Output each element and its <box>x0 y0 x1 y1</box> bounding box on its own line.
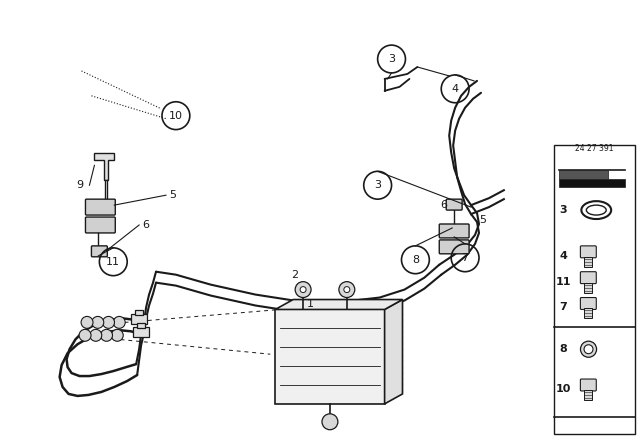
Text: 3: 3 <box>559 205 567 215</box>
Bar <box>584 257 592 267</box>
Text: 10: 10 <box>556 384 571 394</box>
Circle shape <box>584 345 593 353</box>
Bar <box>554 146 635 434</box>
Text: 4: 4 <box>452 84 459 94</box>
Circle shape <box>580 341 596 357</box>
Text: 6: 6 <box>143 220 150 230</box>
Polygon shape <box>559 170 608 179</box>
Bar <box>584 390 592 400</box>
FancyBboxPatch shape <box>439 224 469 238</box>
Circle shape <box>100 329 113 341</box>
Circle shape <box>111 329 124 341</box>
Text: 9: 9 <box>76 180 83 190</box>
Text: 10: 10 <box>169 111 183 121</box>
Polygon shape <box>385 300 403 404</box>
Polygon shape <box>95 154 115 180</box>
Text: 2: 2 <box>292 270 299 280</box>
Bar <box>135 310 143 315</box>
Bar <box>133 327 149 337</box>
FancyBboxPatch shape <box>580 297 596 310</box>
Text: 11: 11 <box>556 277 572 287</box>
Circle shape <box>90 329 102 341</box>
FancyBboxPatch shape <box>580 379 596 391</box>
Text: 8: 8 <box>412 255 419 265</box>
Circle shape <box>344 287 350 293</box>
Bar <box>131 314 147 324</box>
FancyBboxPatch shape <box>446 199 462 210</box>
Circle shape <box>113 316 125 328</box>
Circle shape <box>81 316 93 328</box>
FancyBboxPatch shape <box>86 217 115 233</box>
Text: 7: 7 <box>559 302 567 312</box>
Text: 5: 5 <box>479 215 486 225</box>
Text: 3: 3 <box>374 180 381 190</box>
FancyBboxPatch shape <box>580 246 596 258</box>
Text: 11: 11 <box>106 257 120 267</box>
Bar <box>584 283 592 293</box>
Bar <box>275 310 385 404</box>
Circle shape <box>322 414 338 430</box>
Circle shape <box>79 329 91 341</box>
Circle shape <box>102 316 115 328</box>
FancyBboxPatch shape <box>92 246 108 257</box>
FancyBboxPatch shape <box>580 271 596 284</box>
Text: 6: 6 <box>440 200 447 210</box>
Text: 3: 3 <box>388 54 395 64</box>
Text: 24 27 391: 24 27 391 <box>575 144 614 153</box>
Text: 1: 1 <box>307 300 314 310</box>
Text: 7: 7 <box>461 253 468 263</box>
FancyBboxPatch shape <box>86 199 115 215</box>
Text: 8: 8 <box>559 344 567 354</box>
Circle shape <box>300 287 306 293</box>
Circle shape <box>92 316 104 328</box>
Polygon shape <box>275 300 403 310</box>
Polygon shape <box>559 179 625 187</box>
Text: 5: 5 <box>170 190 177 200</box>
Circle shape <box>295 282 311 297</box>
Text: 4: 4 <box>559 251 568 261</box>
FancyBboxPatch shape <box>439 240 469 254</box>
Circle shape <box>339 282 355 297</box>
Bar <box>584 309 592 319</box>
Bar <box>137 323 145 328</box>
